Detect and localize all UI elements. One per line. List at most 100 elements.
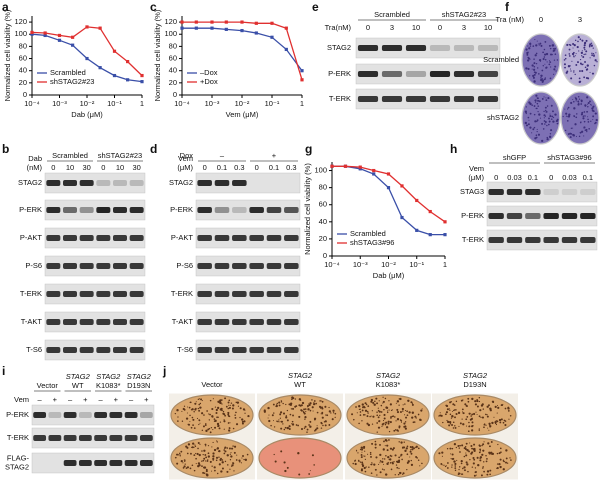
colony <box>569 65 571 67</box>
colony <box>485 460 488 463</box>
colony <box>471 413 474 416</box>
colony <box>573 100 575 103</box>
colony <box>575 53 577 55</box>
colony <box>360 454 363 456</box>
band <box>129 319 144 325</box>
colony <box>284 469 287 473</box>
colony <box>591 109 594 112</box>
lane-label: + <box>83 395 88 404</box>
column-label: STAG2 <box>463 371 488 380</box>
colony <box>367 423 371 427</box>
colony <box>187 443 191 446</box>
colony <box>583 120 586 123</box>
colony <box>184 460 186 463</box>
band <box>96 207 111 213</box>
colony <box>419 419 422 422</box>
colony <box>543 114 546 117</box>
group-label: WT <box>72 381 84 390</box>
row-label: T-AKT <box>21 317 43 326</box>
colony <box>575 116 578 119</box>
colony <box>396 460 399 463</box>
colony <box>376 411 378 413</box>
colony <box>446 408 449 411</box>
colony <box>528 119 530 121</box>
colony <box>308 473 311 475</box>
colony <box>212 429 214 431</box>
data-point <box>443 233 447 237</box>
colony <box>574 123 577 126</box>
colony <box>239 416 241 419</box>
colony <box>553 73 555 75</box>
data-point <box>57 38 62 42</box>
colony <box>401 407 404 411</box>
band <box>232 319 247 325</box>
colony <box>529 75 531 77</box>
band <box>46 347 61 353</box>
colony <box>379 471 382 474</box>
colony <box>223 413 226 416</box>
colony <box>376 402 379 405</box>
colony <box>195 457 197 460</box>
colony <box>567 106 570 109</box>
colony <box>272 420 274 422</box>
data-point <box>372 168 376 173</box>
colony <box>577 36 580 39</box>
colony <box>487 442 490 445</box>
data-point <box>112 73 117 78</box>
colony <box>210 427 213 429</box>
data-point <box>194 26 198 30</box>
colony <box>321 411 324 414</box>
colony <box>414 415 417 418</box>
panel-letter: a <box>2 0 9 14</box>
colony <box>590 42 593 44</box>
row-label: P-AKT <box>20 233 43 242</box>
colony <box>538 100 541 103</box>
lane-label: 0 <box>494 173 498 182</box>
colony <box>543 96 545 98</box>
band <box>266 347 282 353</box>
colony <box>192 424 194 426</box>
x-tick-label: 10⁻⁴ <box>24 99 40 108</box>
lane-label: 0 <box>549 173 553 182</box>
data-point <box>254 21 258 25</box>
colony <box>446 462 449 464</box>
colony <box>525 106 527 108</box>
colony <box>286 419 289 422</box>
band <box>477 96 499 102</box>
plate <box>346 394 430 436</box>
colony <box>542 51 544 54</box>
colony <box>203 414 205 416</box>
colony <box>226 470 229 473</box>
colony <box>460 459 463 463</box>
colony <box>186 452 189 455</box>
colony <box>383 422 385 424</box>
colony <box>233 451 236 454</box>
colony <box>481 416 485 419</box>
colony <box>478 415 481 418</box>
colony <box>532 74 535 77</box>
colony <box>537 105 540 107</box>
colony <box>461 408 464 411</box>
band <box>129 180 144 186</box>
row-label: P-AKT <box>171 233 194 242</box>
colony <box>365 403 368 406</box>
colony <box>393 429 396 432</box>
colony <box>383 469 385 471</box>
colony <box>494 422 497 425</box>
band <box>63 412 77 418</box>
band <box>63 347 77 353</box>
colony <box>362 413 365 416</box>
band <box>78 412 92 418</box>
colony <box>488 422 491 425</box>
lane-label: 0 <box>51 163 55 172</box>
panel-letter: c <box>150 0 157 14</box>
data-point <box>210 26 214 30</box>
lane-label: 0 <box>366 23 370 32</box>
row-label: T-ERK <box>462 235 484 244</box>
colony <box>540 44 543 47</box>
colony <box>593 64 596 67</box>
colony <box>308 424 310 426</box>
colony <box>502 468 505 471</box>
colony <box>392 409 394 411</box>
lane-label: 0 <box>101 163 105 172</box>
